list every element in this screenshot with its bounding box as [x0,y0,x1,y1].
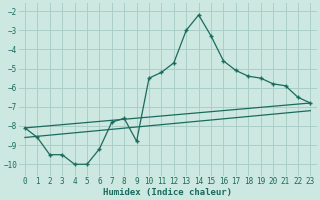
X-axis label: Humidex (Indice chaleur): Humidex (Indice chaleur) [103,188,232,197]
